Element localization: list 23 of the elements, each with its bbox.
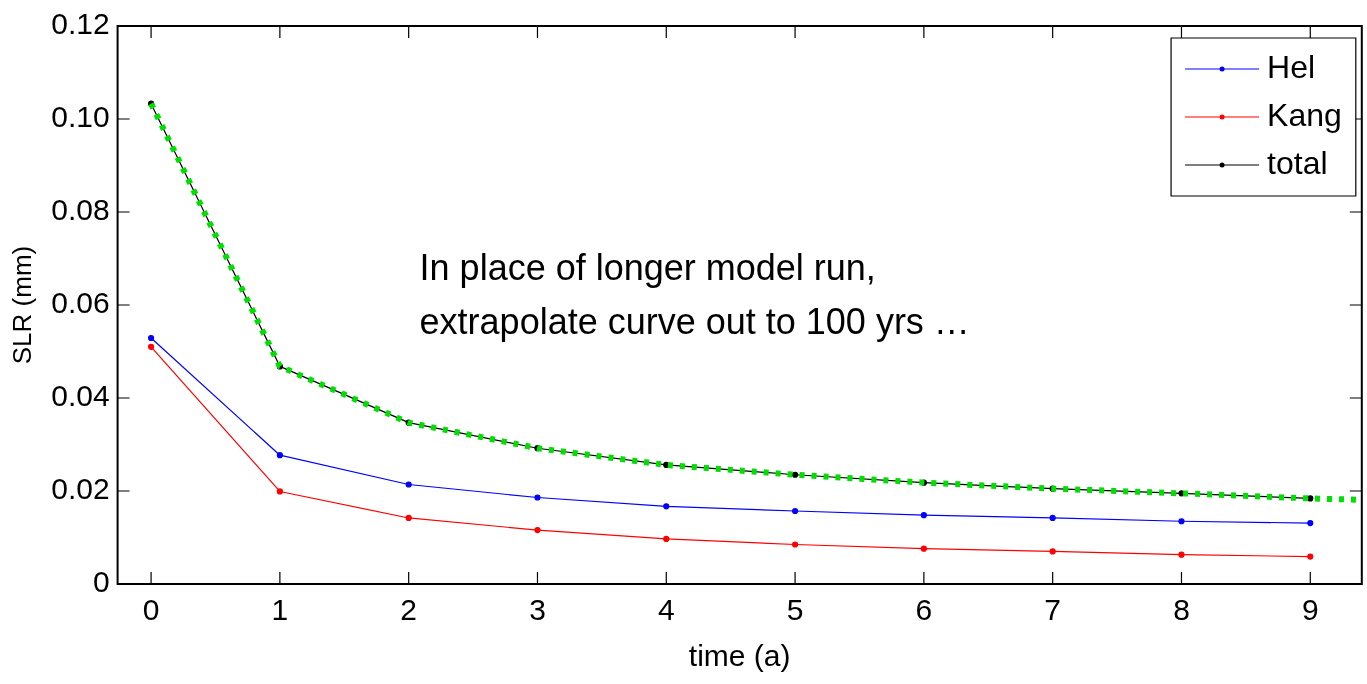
y-tick-label: 0.02 [51,472,110,506]
y-tick-label: 0.04 [51,379,110,413]
legend-label: Hel [1267,48,1316,85]
x-tick-label: 0 [142,593,160,627]
y-tick-label: 0.08 [51,193,110,227]
x-tick-label: 7 [1044,593,1062,627]
y-tick-label: 0.12 [51,7,110,41]
annotation: In place of longer model run, extrapolate curve out to 100 yrs … [419,247,970,342]
x-tick-label: 5 [786,593,804,627]
x-tick-label: 9 [1301,593,1319,627]
y-axis-title: SLR (mm) [6,245,37,365]
y-tick-label: 0.06 [51,286,110,320]
x-tick-label: 3 [529,593,546,627]
x-tick-label: 8 [1173,593,1190,627]
y-tick-label: 0 [92,565,110,599]
x-tick-label: 6 [915,593,933,627]
x-tick-label: 2 [400,593,418,627]
x-axis-title: time (a) [688,639,791,673]
x-tick-label: 1 [271,593,289,627]
legend-label: total [1267,144,1328,181]
x-tick-label: 4 [657,593,675,627]
y-tick-label: 0.10 [51,100,110,134]
legend-label: Kang [1267,96,1342,133]
